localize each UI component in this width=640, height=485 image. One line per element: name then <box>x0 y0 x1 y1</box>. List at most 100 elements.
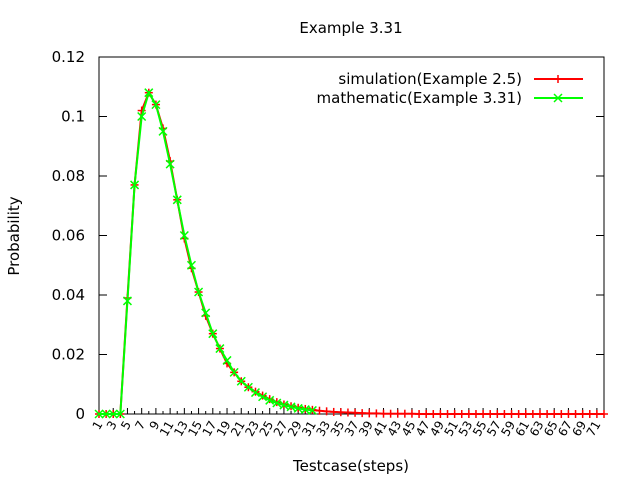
data-point <box>137 111 147 122</box>
data-point <box>144 88 154 98</box>
data-point <box>351 408 360 417</box>
x-tick-label: 61 <box>513 419 533 439</box>
legend-item: mathematic(Example 3.31) <box>317 89 583 107</box>
x-tick-label: 35 <box>328 419 348 439</box>
data-point <box>122 296 132 306</box>
data-point <box>236 376 246 386</box>
x-tick-label: 13 <box>171 419 191 439</box>
x-axis: 1357911131517192123252729313335373941434… <box>90 408 605 439</box>
series-layer <box>94 88 608 419</box>
x-tick-label: 23 <box>242 419 262 439</box>
data-point <box>436 410 445 418</box>
data-point <box>250 388 261 398</box>
data-point <box>265 395 275 405</box>
data-point <box>507 410 516 418</box>
y-tick-label: 0.02 <box>52 346 85 364</box>
data-point <box>514 410 523 418</box>
data-point <box>571 410 580 418</box>
y-tick-label: 0.1 <box>61 108 85 126</box>
x-tick-label: 31 <box>299 419 319 439</box>
x-tick-label: 41 <box>370 419 390 439</box>
data-point <box>578 410 587 418</box>
data-point <box>422 410 431 418</box>
data-point <box>130 180 140 190</box>
x-axis-label: Testcase(steps) <box>292 457 409 475</box>
data-point <box>201 308 211 318</box>
y-tick-label: 0.06 <box>52 227 85 245</box>
data-point <box>592 410 601 418</box>
y-tick-label: 0.04 <box>52 286 85 304</box>
data-point <box>471 410 480 418</box>
x-tick-label: 17 <box>200 419 220 439</box>
x-tick-label: 55 <box>470 419 490 439</box>
data-point <box>479 410 488 418</box>
x-tick-label: 39 <box>356 419 376 439</box>
data-point <box>358 409 367 418</box>
data-point <box>365 409 374 418</box>
data-point <box>300 405 310 415</box>
legend: simulation(Example 2.5)mathematic(Exampl… <box>317 70 583 107</box>
data-point <box>457 410 466 418</box>
x-tick-label: 71 <box>584 419 604 439</box>
x-tick-label: 59 <box>498 419 518 439</box>
data-point <box>258 392 268 402</box>
series-line <box>99 90 313 415</box>
x-tick-label: 19 <box>214 419 234 439</box>
x-tick-label: 11 <box>157 419 177 439</box>
series-0 <box>95 88 608 418</box>
y-tick-label: 0 <box>75 405 85 423</box>
data-point <box>493 410 502 418</box>
x-tick-label: 67 <box>555 419 575 439</box>
data-point <box>400 409 409 418</box>
data-point <box>372 409 381 418</box>
x-tick-label: 47 <box>413 419 433 439</box>
series-1 <box>94 88 317 419</box>
x-tick-label: 43 <box>385 419 405 439</box>
data-point <box>229 367 239 377</box>
legend-label: simulation(Example 2.5) <box>338 70 522 88</box>
x-tick-label: 45 <box>399 419 419 439</box>
data-point <box>443 410 452 418</box>
data-point <box>379 409 388 418</box>
data-point <box>343 408 352 417</box>
data-point <box>101 409 111 419</box>
data-point <box>315 406 324 415</box>
data-point <box>115 409 125 419</box>
data-point <box>429 410 438 418</box>
data-point <box>528 410 537 418</box>
data-point <box>172 195 182 205</box>
data-point <box>500 410 509 418</box>
data-point <box>322 407 331 416</box>
data-point <box>222 355 232 365</box>
data-point <box>108 409 118 419</box>
x-tick-label: 57 <box>484 419 504 439</box>
legend-marker <box>553 93 563 103</box>
data-point <box>386 409 395 418</box>
x-tick-label: 53 <box>456 419 476 439</box>
data-point <box>194 287 204 297</box>
data-point <box>600 410 608 418</box>
x-tick-label: 51 <box>441 419 461 439</box>
data-point <box>165 159 175 169</box>
data-point <box>543 410 552 418</box>
data-point <box>293 403 303 413</box>
data-point <box>307 405 317 415</box>
chart-title: Example 3.31 <box>299 19 402 37</box>
data-point <box>585 410 594 418</box>
data-point <box>535 410 544 418</box>
x-tick-label: 33 <box>313 419 333 439</box>
data-point <box>550 410 559 418</box>
y-axis-label: Probability <box>5 196 23 275</box>
data-point <box>272 398 282 408</box>
x-tick-label: 63 <box>527 419 547 439</box>
legend-label: mathematic(Example 3.31) <box>317 89 522 107</box>
data-point <box>450 410 459 418</box>
data-point <box>464 410 473 418</box>
data-point <box>336 408 345 417</box>
series-line <box>99 90 604 415</box>
data-point <box>329 407 338 416</box>
x-tick-label: 69 <box>569 419 589 439</box>
x-tick-label: 27 <box>271 419 291 439</box>
